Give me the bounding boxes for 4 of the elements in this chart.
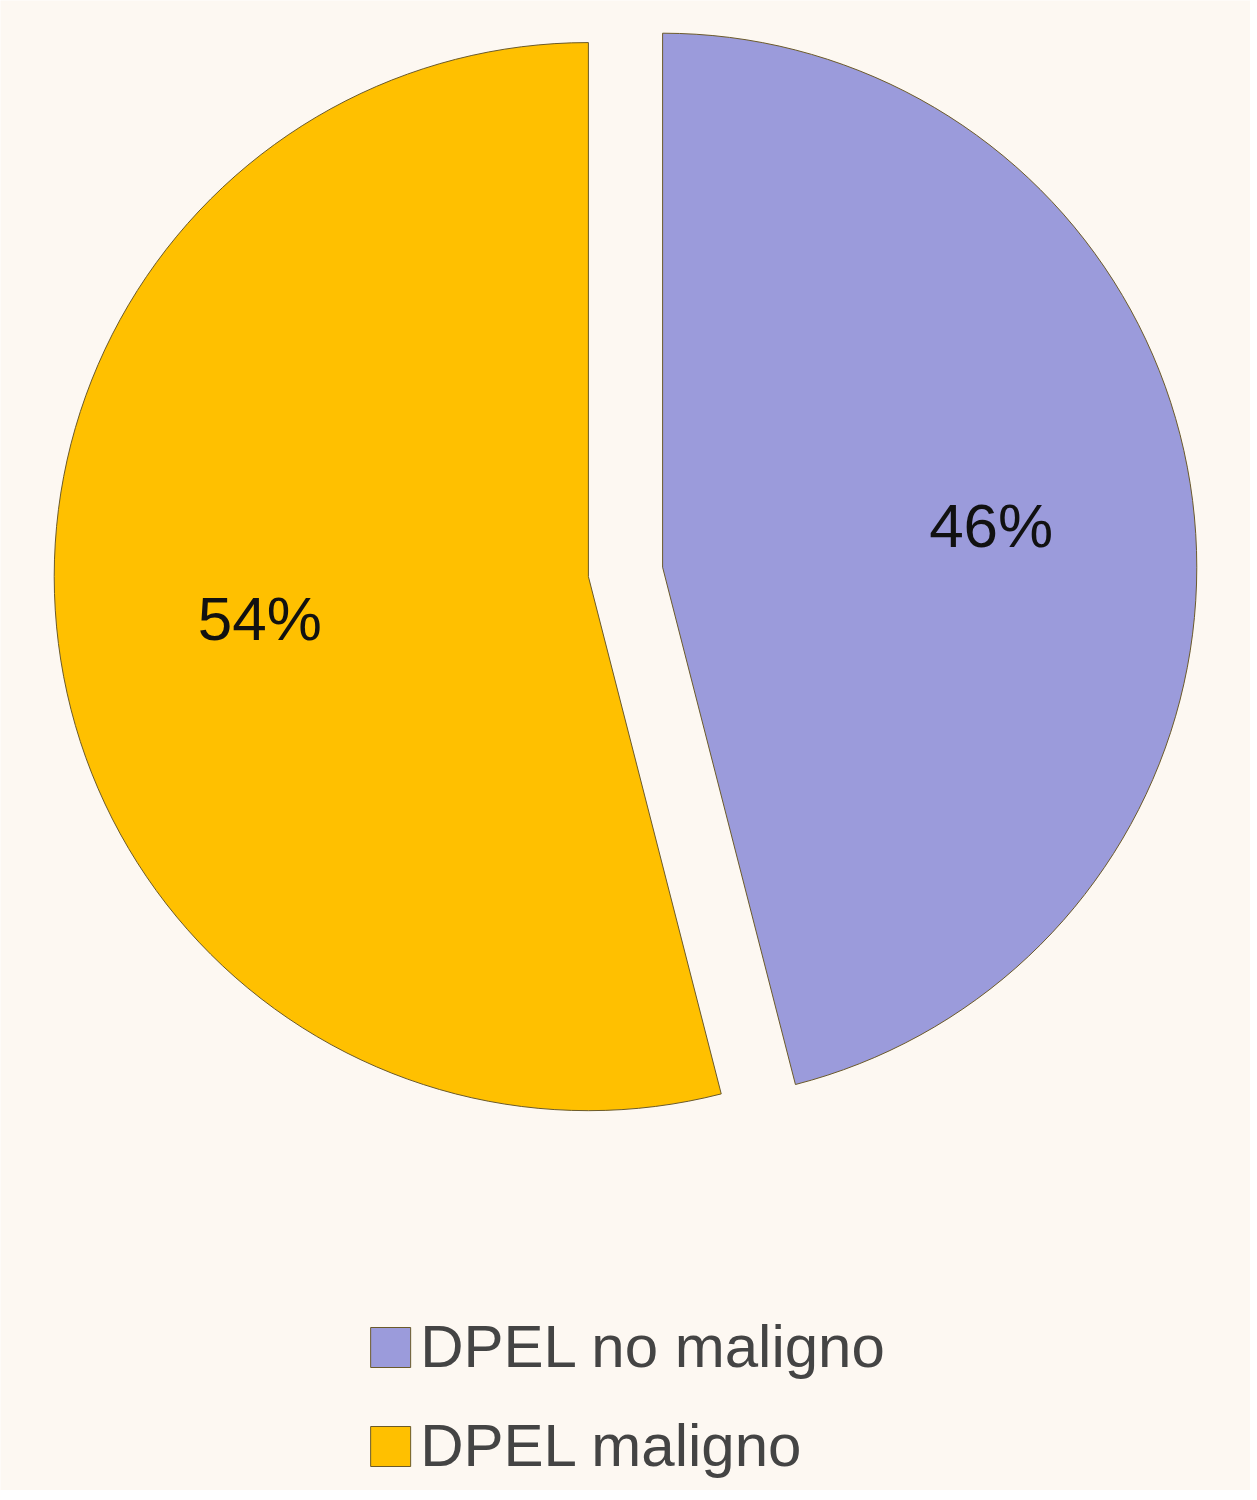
data-label: 46% [929, 491, 1054, 561]
data-label: 54% [197, 583, 322, 653]
legend-label: DPEL no maligno [420, 1312, 885, 1381]
legend-label: DPEL maligno [420, 1411, 802, 1480]
